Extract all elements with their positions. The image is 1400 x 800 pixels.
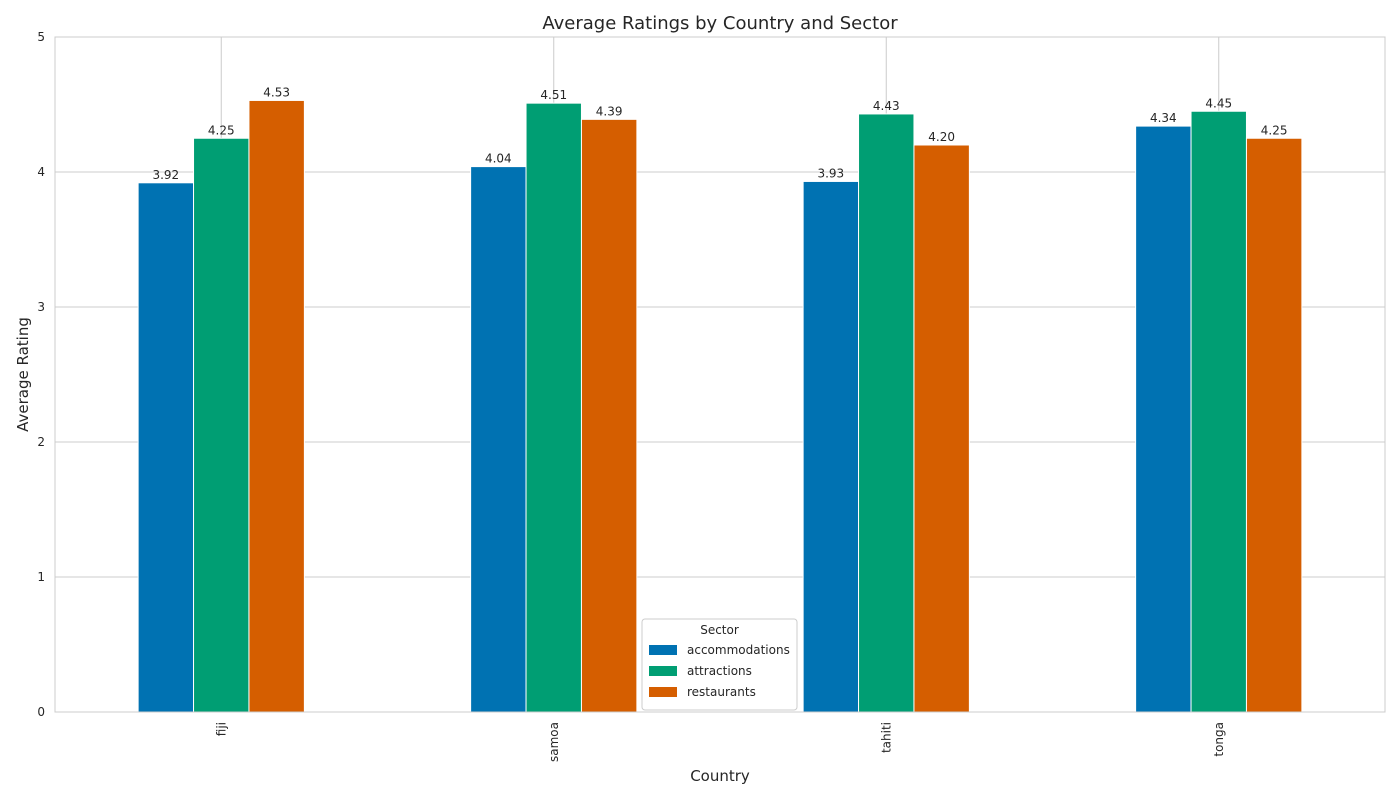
x-tick-label: fiji: [214, 722, 228, 736]
chart-title: Average Ratings by Country and Sector: [542, 13, 898, 34]
y-axis-label: Average Rating: [14, 317, 32, 432]
legend: Sector accommodations attractions restaura…: [641, 618, 798, 711]
value-label: 4.51: [540, 88, 567, 102]
plot-frame: [54, 36, 1386, 713]
x-tick-label: tonga: [1212, 722, 1226, 757]
bars: [137, 99, 1303, 713]
bar-restaurants-tonga: [1245, 137, 1303, 713]
value-label: 4.04: [485, 152, 512, 166]
value-label: 4.20: [928, 130, 955, 144]
bar-accommodations-tonga: [1135, 125, 1192, 713]
value-label: 3.92: [152, 168, 179, 182]
bar-attractions-fiji: [193, 137, 250, 713]
y-tick-label: 5: [37, 30, 45, 44]
bar-accommodations-samoa: [470, 166, 527, 713]
bar-attractions-tonga: [1190, 110, 1247, 713]
value-label: 4.25: [208, 123, 235, 137]
legend-swatch-restaurants: [649, 687, 677, 697]
bar-restaurants-tahiti: [913, 144, 970, 713]
bar-accommodations-fiji: [137, 182, 195, 713]
legend-items: accommodations attractions restaurants: [649, 643, 790, 699]
bar-accommodations-tahiti: [802, 180, 860, 713]
value-label: 3.93: [817, 166, 844, 180]
value-label: 4.25: [1261, 123, 1288, 137]
value-labels: 3.92 4.04 3.93 4.34 4.25 4.51 4.43 4.45 4.53 4.39…: [152, 85, 1287, 181]
y-tick-label: 1: [37, 570, 45, 584]
y-axis-ticks: 0 1 2 3 4 5: [37, 30, 45, 719]
legend-box: [641, 618, 798, 711]
value-label: 4.39: [596, 104, 623, 118]
value-label: 4.34: [1150, 111, 1177, 125]
legend-title: Sector: [700, 623, 739, 637]
bar-restaurants-fiji: [248, 99, 305, 713]
value-label: 4.53: [263, 85, 290, 99]
x-axis-ticks: fiji samoa tahiti tonga: [214, 722, 1226, 762]
legend-swatch-attractions: [649, 666, 677, 676]
y-tick-label: 4: [37, 165, 45, 179]
bar-attractions-samoa: [525, 102, 582, 713]
x-tick-label: tahiti: [879, 722, 893, 753]
y-tick-label: 2: [37, 435, 45, 449]
legend-swatch-accommodations: [649, 645, 677, 655]
value-label: 4.43: [873, 99, 900, 113]
value-label: 4.45: [1205, 96, 1232, 110]
bar-restaurants-samoa: [580, 118, 638, 713]
y-tick-label: 3: [37, 300, 45, 314]
x-axis-label: Country: [690, 767, 750, 785]
x-tick-label: samoa: [547, 722, 561, 762]
legend-label-accommodations: accommodations: [687, 643, 790, 657]
bar-attractions-tahiti: [858, 113, 915, 713]
y-tick-label: 0: [37, 705, 45, 719]
legend-label-restaurants: restaurants: [687, 685, 756, 699]
legend-label-attractions: attractions: [687, 664, 752, 678]
